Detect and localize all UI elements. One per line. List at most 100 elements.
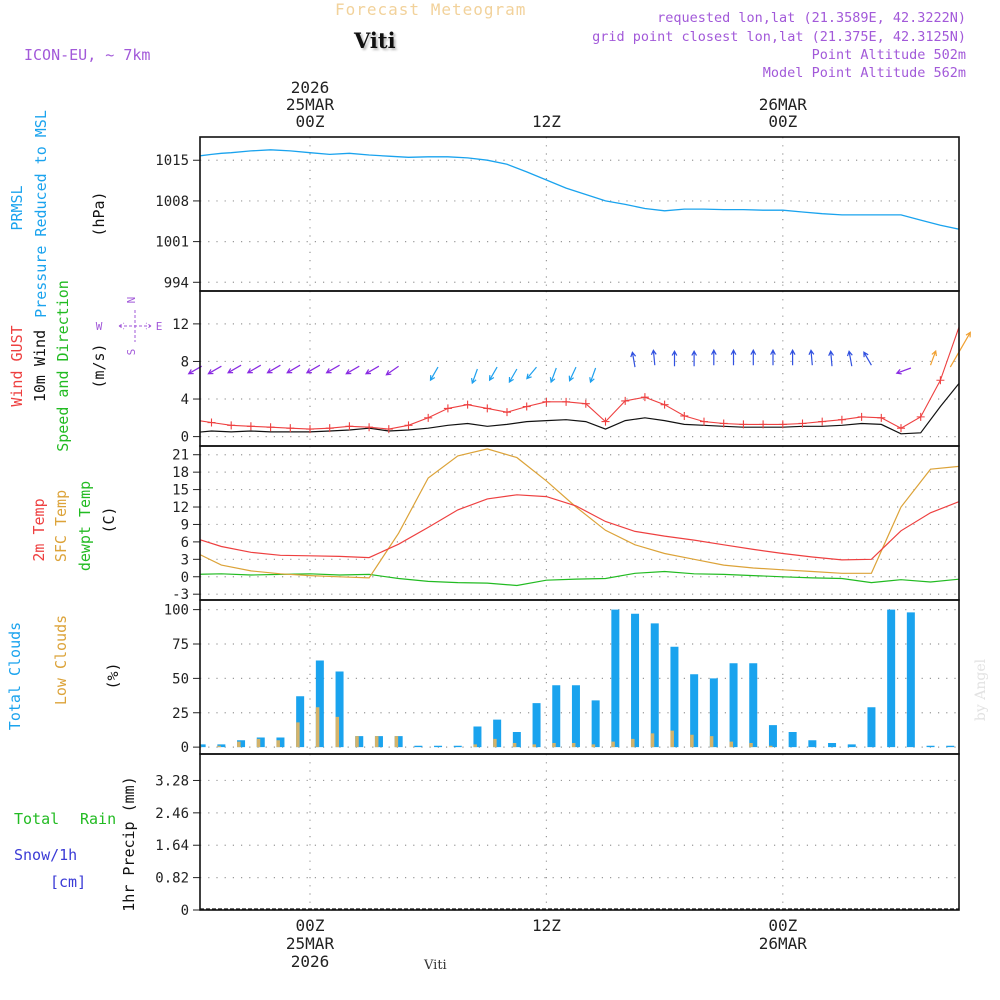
- wind-gust-marker: [837, 415, 846, 424]
- wind-arrow: [568, 366, 577, 382]
- clouds-tick-label: 50: [172, 671, 189, 687]
- wind-arrow: [691, 349, 698, 367]
- wind-gust-marker: [818, 417, 827, 426]
- wind-arrow: [227, 364, 242, 374]
- wind-arrow: [266, 364, 281, 374]
- wind-arrow: [808, 349, 815, 366]
- precipitation-tick-label: 2.46: [155, 806, 189, 822]
- wind-arrow: [846, 350, 853, 367]
- low-clouds-bar: [296, 722, 300, 748]
- low-clouds-bar: [709, 736, 714, 748]
- pressure-unit: (hPa): [90, 191, 108, 236]
- low-clouds-bar: [315, 707, 320, 748]
- total-clouds-bar: [847, 744, 856, 748]
- wind-gust-marker: [522, 402, 531, 411]
- wind-unit: (m/s): [90, 343, 108, 388]
- wind-gust-marker: [719, 419, 728, 428]
- low-clouds-bar: [690, 734, 694, 748]
- wind-gust-marker: [266, 423, 275, 432]
- pressure-tick-label: 1008: [155, 194, 189, 210]
- low-clouds-bar: [473, 744, 477, 748]
- bottom-time-label: 2026: [291, 952, 330, 971]
- precipitation-tick-label: 0.82: [155, 871, 189, 887]
- wind-arrow: [429, 366, 439, 382]
- bottom-time-label: 00Z: [768, 916, 797, 935]
- compass-s: S: [125, 349, 138, 356]
- wind-gust-marker: [246, 422, 255, 431]
- wind-gust-marker: [798, 419, 807, 428]
- wind-gust-marker: [621, 396, 630, 405]
- top-time-label: 00Z: [768, 112, 797, 131]
- wind-arrow: [929, 349, 937, 366]
- top-time-label: 26MAR: [759, 95, 808, 114]
- wind-gust-label: Wind GUST: [8, 325, 26, 406]
- total-clouds-bar: [631, 613, 640, 748]
- wind-gust-marker: [936, 376, 945, 385]
- pressure-label-prmsl: PRMSL: [8, 185, 26, 230]
- temp-dewpt-label: dewpt Temp: [76, 481, 94, 571]
- clouds-tick-label: 25: [172, 706, 189, 722]
- total-clouds-bar: [867, 707, 876, 748]
- pressure-tick-label: 1015: [155, 153, 189, 169]
- temperature-tick-label: 15: [172, 483, 189, 499]
- temp-sfc-label: SFC Temp: [52, 490, 70, 562]
- low-clouds-bar: [591, 744, 596, 748]
- clouds-tick-label: 100: [164, 603, 189, 619]
- wind-gust-marker: [581, 399, 590, 408]
- total-clouds-bar: [256, 737, 265, 748]
- wind-arrow: [949, 331, 971, 368]
- wind-gust-marker: [404, 421, 413, 430]
- wind-arrow: [286, 364, 301, 374]
- precip-snow-label: Snow/1h: [14, 846, 77, 864]
- wind-gust-marker: [503, 408, 511, 417]
- clouds-unit: (%): [104, 662, 122, 689]
- wind-arrow: [650, 349, 657, 366]
- wind-gust-marker: [443, 404, 452, 413]
- total-clouds-bar: [650, 623, 659, 748]
- wind-gust-marker: [601, 417, 610, 426]
- chart-title: Forecast Meteogram: [335, 0, 527, 19]
- compass-e: E: [156, 320, 163, 333]
- wind-arrow: [770, 348, 776, 366]
- wind-gust-marker: [562, 397, 571, 406]
- wind-arrow: [364, 365, 380, 375]
- wind-arrow: [789, 348, 796, 366]
- wind-arrow: [246, 364, 262, 374]
- total-clouds-bar: [946, 745, 955, 748]
- low-clouds-bar: [611, 741, 615, 748]
- total-clouds-bar: [414, 745, 423, 748]
- low-clouds-bar: [276, 740, 280, 748]
- wind-gust-marker: [542, 397, 551, 406]
- wind-gust-marker: [424, 413, 433, 422]
- total-clouds-bar: [887, 609, 896, 748]
- wind-gust-marker: [680, 411, 689, 420]
- model-label: ICON-EU, ~ 7km: [24, 46, 151, 64]
- temperature-tick-label: 9: [181, 517, 189, 533]
- total-clouds-bar: [453, 745, 462, 748]
- temperature-tick-label: 12: [172, 500, 189, 516]
- wind-gust-marker: [916, 412, 925, 421]
- location-title: Viti: [354, 28, 396, 53]
- wind-arrow: [207, 365, 222, 375]
- pressure-panel: 994 1001 1008 1015: [155, 137, 959, 291]
- total-clouds-bar: [493, 719, 502, 748]
- total-clouds-bar: [591, 700, 600, 748]
- low-clouds-bar: [670, 730, 674, 748]
- clouds-total-label: Total Clouds: [6, 622, 24, 730]
- total-clouds-bar: [768, 725, 777, 748]
- precipitation-tick-label: 1.64: [155, 838, 189, 854]
- wind-arrow: [671, 349, 678, 367]
- precip-total-label: Total: [14, 810, 59, 828]
- total-clouds-bar: [276, 737, 285, 748]
- total-clouds-bar: [552, 685, 561, 748]
- wind-gust-marker: [325, 424, 334, 433]
- credit-watermark: by Angel: [973, 658, 989, 721]
- wind-arrow: [549, 367, 557, 384]
- temperature-tick-label: 6: [181, 535, 189, 551]
- wind-gust-marker: [700, 417, 708, 426]
- total-clouds-bar: [296, 696, 305, 748]
- wind-arrow: [325, 364, 340, 374]
- wind-gust-marker: [897, 424, 905, 433]
- wind-gust-marker: [877, 413, 886, 422]
